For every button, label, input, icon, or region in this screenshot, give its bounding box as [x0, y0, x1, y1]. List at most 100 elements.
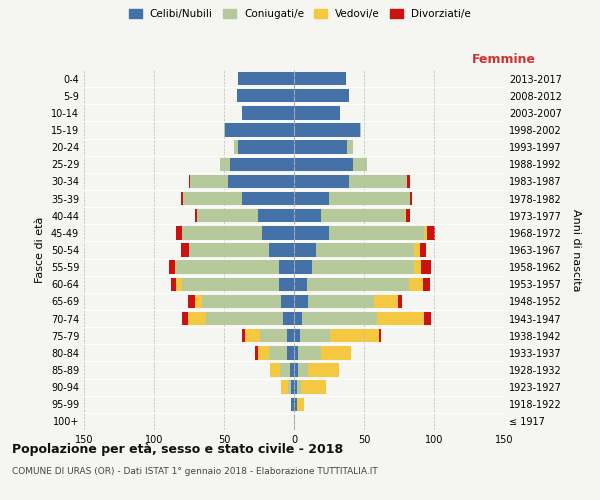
Bar	[176, 226, 182, 239]
Bar	[398, 294, 402, 308]
Bar	[194, 209, 197, 222]
Bar	[301, 380, 326, 394]
Bar	[188, 294, 194, 308]
Bar	[281, 380, 289, 394]
Bar	[230, 158, 294, 171]
Bar	[169, 260, 175, 274]
Bar	[245, 329, 260, 342]
Bar	[278, 278, 294, 291]
Bar	[294, 414, 295, 428]
Bar	[312, 260, 415, 274]
Bar	[294, 106, 340, 120]
Bar	[294, 312, 302, 326]
Bar	[404, 209, 406, 222]
Bar	[294, 89, 349, 102]
Bar	[238, 140, 294, 154]
Bar	[182, 278, 278, 291]
Bar	[182, 312, 188, 326]
Bar	[379, 329, 381, 342]
Bar	[374, 294, 398, 308]
Bar	[294, 260, 312, 274]
Bar	[308, 364, 339, 376]
Bar	[360, 124, 361, 136]
Bar	[294, 226, 329, 239]
Bar	[294, 244, 316, 256]
Bar	[234, 140, 238, 154]
Bar	[269, 244, 294, 256]
Bar	[294, 294, 308, 308]
Bar	[294, 72, 346, 86]
Bar	[424, 312, 431, 326]
Bar	[331, 329, 379, 342]
Bar	[224, 124, 226, 136]
Bar	[262, 226, 294, 239]
Bar	[291, 380, 294, 394]
Bar	[299, 329, 331, 342]
Bar	[226, 124, 294, 136]
Bar	[189, 244, 269, 256]
Bar	[280, 364, 290, 376]
Bar	[190, 174, 228, 188]
Bar	[407, 174, 410, 188]
Bar	[228, 174, 294, 188]
Bar	[278, 260, 294, 274]
Bar	[294, 174, 349, 188]
Bar	[294, 398, 297, 411]
Bar	[171, 278, 176, 291]
Bar	[176, 260, 278, 274]
Bar	[410, 192, 412, 205]
Bar	[294, 124, 360, 136]
Bar	[424, 226, 427, 239]
Bar	[175, 260, 176, 274]
Bar	[421, 260, 431, 274]
Bar	[287, 346, 294, 360]
Bar	[289, 380, 291, 394]
Bar	[377, 312, 424, 326]
Bar	[297, 380, 301, 394]
Bar	[202, 294, 281, 308]
Bar	[294, 278, 307, 291]
Bar	[270, 364, 280, 376]
Text: Popolazione per età, sesso e stato civile - 2018: Popolazione per età, sesso e stato civil…	[12, 442, 343, 456]
Y-axis label: Fasce di età: Fasce di età	[35, 217, 45, 283]
Bar	[181, 244, 189, 256]
Bar	[242, 329, 245, 342]
Bar	[255, 346, 257, 360]
Bar	[236, 89, 294, 102]
Bar	[291, 398, 294, 411]
Bar	[281, 294, 294, 308]
Bar	[184, 192, 242, 205]
Y-axis label: Anni di nascita: Anni di nascita	[571, 209, 581, 291]
Bar	[415, 244, 420, 256]
Bar	[287, 329, 294, 342]
Bar	[238, 72, 294, 86]
Text: Femmine: Femmine	[472, 54, 536, 66]
Bar	[269, 346, 287, 360]
Bar	[260, 329, 287, 342]
Bar	[294, 192, 329, 205]
Bar	[194, 294, 202, 308]
Bar	[349, 174, 407, 188]
Bar	[181, 192, 184, 205]
Bar	[283, 312, 294, 326]
Bar	[298, 346, 320, 360]
Bar	[420, 244, 425, 256]
Bar	[176, 278, 182, 291]
Bar	[220, 158, 230, 171]
Bar	[290, 364, 294, 376]
Bar	[294, 209, 320, 222]
Bar	[302, 312, 377, 326]
Bar	[294, 380, 297, 394]
Bar	[257, 209, 294, 222]
Bar	[320, 209, 404, 222]
Bar	[206, 312, 283, 326]
Bar	[294, 364, 298, 376]
Bar	[242, 106, 294, 120]
Bar	[427, 226, 436, 239]
Bar	[197, 209, 257, 222]
Legend: Celibi/Nubili, Coniugati/e, Vedovi/e, Divorziati/e: Celibi/Nubili, Coniugati/e, Vedovi/e, Di…	[125, 5, 475, 24]
Bar	[242, 192, 294, 205]
Bar	[294, 329, 299, 342]
Bar	[423, 278, 430, 291]
Bar	[298, 364, 308, 376]
